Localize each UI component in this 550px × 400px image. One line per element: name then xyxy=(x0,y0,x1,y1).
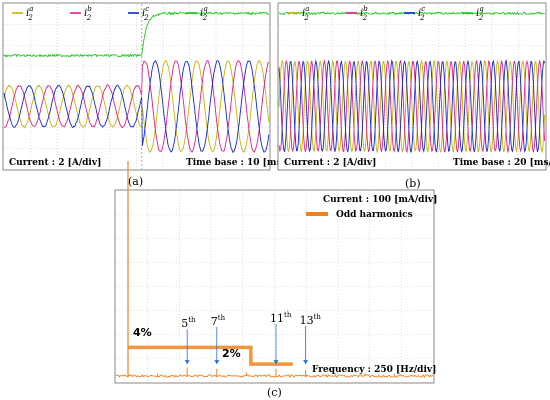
panel-c-current-label: Current : 100 [mA/div] xyxy=(323,195,437,205)
panel-c-limit-path xyxy=(128,345,293,366)
panel-a-legend-sub: 2 xyxy=(143,14,149,22)
panel-c-noise-floor xyxy=(115,374,434,379)
panel-c-frequency-label: Frequency : 250 [Hz/div] xyxy=(312,365,436,375)
panel-b-legend-sup: c xyxy=(421,5,425,13)
panel-a-legend-sub: 2 xyxy=(86,14,92,22)
panel-a-legend-sup: c xyxy=(145,5,149,13)
panel-a-legend-sub: 2 xyxy=(27,14,33,22)
panel-c: 5th 7th 11th 13th Current : 100 [mA/div] Od… xyxy=(114,161,437,384)
panel-b-caption: (b) xyxy=(405,177,421,190)
panel-c-harmonic-label-sup: th xyxy=(218,314,226,322)
panel-c-harmonic-label-sup: th xyxy=(314,313,322,321)
panel-b-trace-a xyxy=(278,59,546,154)
panel-a-legend-sub: 2 xyxy=(202,14,208,22)
panel-b-legend: ia 2 ib 2 ic 2 iq 2 xyxy=(288,5,484,22)
panel-a-legend-entry-a: ia 2 xyxy=(26,5,33,22)
panel-b-legend-sup: a xyxy=(305,5,309,13)
panel-c-limit-4-label: 4% xyxy=(133,326,152,339)
panel-c-harmonic-arrowhead-5 xyxy=(184,360,190,365)
panel-a-current-label: Current : 2 [A/div] xyxy=(9,158,101,168)
panel-b-legend-sub: 2 xyxy=(419,14,425,22)
panel-a-time-label: Time base : 10 [ms/div] xyxy=(186,158,304,168)
panel-c-harmonic-arrowhead-13 xyxy=(303,360,309,365)
panel-a-trace-c xyxy=(3,59,270,153)
panel-c-harmonic-arrowhead-7 xyxy=(214,360,220,365)
panel-a-legend-entry-c: ic 2 xyxy=(142,5,149,22)
panel-b-legend-sup: b xyxy=(363,5,368,13)
panel-a-legend-sup: q xyxy=(203,5,208,13)
panel-b-current-label: Current : 2 [A/div] xyxy=(284,158,376,168)
panel-c-limit-2-label: 2% xyxy=(222,347,241,360)
panel-b-trace-b xyxy=(278,59,546,154)
panel-b-legend-sub: 2 xyxy=(362,14,368,22)
panel-b-legend-entry-a: ia 2 xyxy=(302,5,309,22)
panel-b-legend-sub: 2 xyxy=(303,14,309,22)
panel-b-legend-entry-q: iq 2 xyxy=(476,5,484,22)
panel-b-time-label: Time base : 20 [ms/div] xyxy=(453,158,550,168)
panel-b-legend-sub: 2 xyxy=(478,14,484,22)
panel-a-traces xyxy=(3,4,270,169)
panel-a-legend-sup: a xyxy=(29,5,33,13)
panel-b: ia 2 ib 2 ic 2 iq 2 Current : 2 [A/div] Time ba… xyxy=(277,2,550,171)
panel-b-legend-entry-b: ib 2 xyxy=(360,5,368,22)
panel-b-trace-c xyxy=(278,58,546,154)
panel-a-caption: (a) xyxy=(128,175,143,188)
panel-a: ia 2 ib 2 ic 2 iq 2 Current : 2 [A/div] Time ba… xyxy=(2,2,304,171)
panel-c-harmonic-arrowhead-11 xyxy=(273,360,279,365)
panel-c-harmonic-label-sup: th xyxy=(284,311,292,319)
panel-c-legend-label: Odd harmonics xyxy=(336,210,413,220)
panel-c-spectrum xyxy=(115,161,434,379)
panel-b-legend-entry-c: ic 2 xyxy=(418,5,425,22)
panel-a-legend-entry-b: ib 2 xyxy=(84,5,92,22)
panel-c-harmonic-label-sup: th xyxy=(188,316,196,324)
panel-a-trace-b xyxy=(3,59,270,154)
panel-c-grid xyxy=(116,191,433,382)
panel-c-caption: (c) xyxy=(267,386,282,399)
panel-b-legend-sup: q xyxy=(479,5,484,13)
panel-c-limit-lines xyxy=(128,345,293,366)
panel-a-legend: ia 2 ib 2 ic 2 iq 2 xyxy=(12,5,208,22)
panel-a-trace-a xyxy=(3,59,270,154)
panel-a-legend-sup: b xyxy=(87,5,92,13)
panel-a-trace-q xyxy=(3,11,270,58)
panel-a-legend-entry-q: iq 2 xyxy=(200,5,208,22)
